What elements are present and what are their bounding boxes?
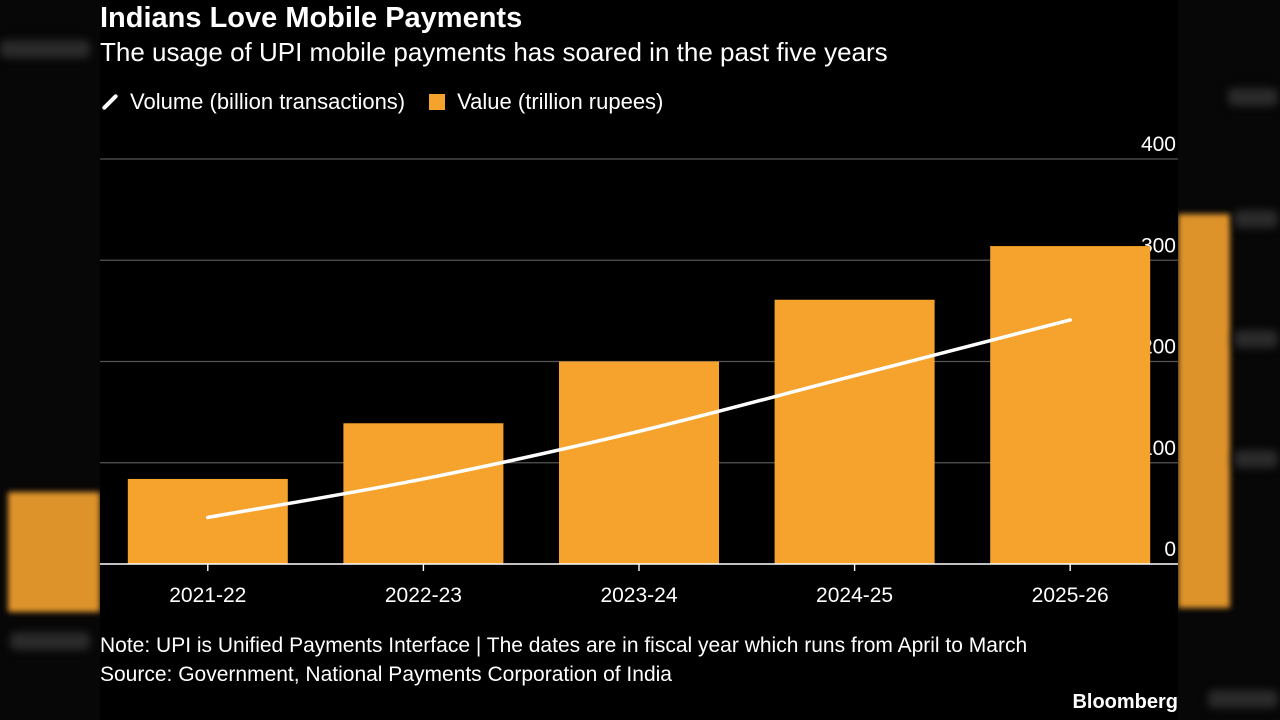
blurred-text-right-4 [1234, 450, 1278, 468]
legend-label-value: Value (trillion rupees) [457, 89, 664, 114]
bar [559, 361, 719, 564]
legend-bar-swatch [429, 94, 446, 110]
blurred-text-right-3 [1234, 330, 1278, 348]
volume-point [421, 477, 425, 481]
volume-point [1068, 318, 1072, 322]
y-tick-label: 400 [1141, 133, 1176, 156]
chart-source: Source: Government, National Payments Co… [100, 663, 672, 686]
blurred-bar-right [1178, 214, 1230, 608]
legend-item-value: Value (trillion rupees) [429, 89, 663, 115]
chart-legend: Volume (billion transactions) Value (tri… [100, 88, 687, 116]
volume-point [206, 515, 210, 519]
chart-title: Indians Love Mobile Payments [100, 2, 523, 34]
brand-logo: Bloomberg [1072, 691, 1178, 713]
bar [774, 299, 935, 564]
bar [127, 478, 288, 564]
bar [343, 423, 504, 564]
volume-point [853, 374, 857, 378]
y-tick-label: 0 [1164, 538, 1176, 561]
x-tick-label: 2024-25 [816, 584, 893, 607]
x-tick-label: 2025-26 [1032, 584, 1109, 607]
blurred-text-right [1228, 88, 1278, 106]
blurred-text-left-2 [10, 632, 90, 650]
background-left-blur [0, 0, 100, 720]
chart-note: Note: UPI is Unified Payments Interface … [100, 634, 1028, 657]
chart-subtitle: The usage of UPI mobile payments has soa… [100, 37, 888, 67]
blurred-text-left [0, 40, 90, 58]
blurred-bar-left [8, 492, 100, 612]
background-right-blur [1178, 0, 1280, 720]
bar [990, 246, 1151, 564]
x-tick-label: 2021-22 [169, 584, 246, 607]
legend-item-volume: Volume (billion transactions) [100, 89, 405, 115]
blurred-text-right-2 [1234, 210, 1278, 228]
legend-label-volume: Volume (billion transactions) [130, 89, 406, 114]
x-tick-label: 2022-23 [385, 584, 462, 607]
volume-point [637, 429, 641, 433]
blurred-text-right-5 [1208, 690, 1278, 708]
x-tick-label: 2023-24 [600, 584, 677, 607]
